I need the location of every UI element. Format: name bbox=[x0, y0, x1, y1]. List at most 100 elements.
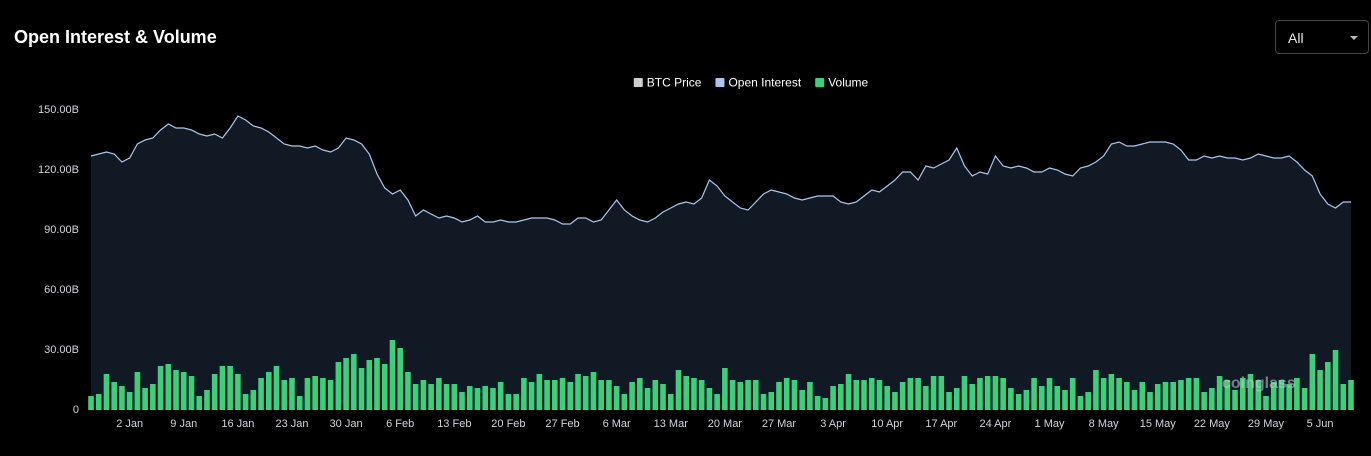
bar bbox=[892, 392, 898, 410]
watermark: coinglass bbox=[1222, 375, 1296, 392]
bar bbox=[1224, 380, 1231, 410]
x-tick-label: 2 Jan bbox=[116, 418, 143, 430]
bar bbox=[126, 392, 133, 410]
y-tick-label: 150.00B bbox=[38, 104, 79, 116]
bar bbox=[559, 378, 566, 410]
bar bbox=[1124, 382, 1130, 410]
bar bbox=[521, 378, 527, 410]
bar bbox=[861, 380, 867, 410]
bar bbox=[281, 380, 288, 410]
bar bbox=[753, 380, 759, 410]
bar bbox=[1301, 388, 1308, 410]
bar bbox=[768, 392, 775, 410]
bar bbox=[513, 394, 519, 410]
legend-label: Volume bbox=[828, 76, 868, 90]
bar bbox=[1031, 378, 1037, 410]
bar bbox=[165, 364, 172, 410]
bar bbox=[188, 376, 195, 410]
x-tick-label: 24 Apr bbox=[980, 418, 1012, 430]
chart-title: Open Interest & Volume bbox=[14, 27, 217, 47]
bar bbox=[412, 384, 419, 410]
bar bbox=[219, 366, 226, 410]
line bbox=[90, 115, 1351, 225]
bar bbox=[211, 374, 218, 410]
bar bbox=[598, 380, 604, 410]
bar bbox=[613, 386, 620, 410]
x-tick-label: 5 Jun bbox=[1307, 418, 1334, 430]
bar bbox=[296, 396, 303, 410]
bar bbox=[250, 390, 257, 410]
range-select[interactable]: All bbox=[1275, 20, 1369, 54]
bar bbox=[1015, 394, 1022, 410]
legend-swatch bbox=[715, 78, 725, 87]
bar bbox=[528, 382, 535, 410]
bar bbox=[992, 376, 999, 410]
bar bbox=[660, 384, 666, 410]
x-tick-label: 27 Mar bbox=[762, 418, 797, 430]
bar bbox=[88, 396, 94, 410]
x-tick-label: 10 Apr bbox=[871, 418, 903, 430]
y-tick-label: 60.00B bbox=[44, 284, 79, 296]
bar bbox=[567, 382, 574, 410]
bar bbox=[397, 348, 403, 410]
bar bbox=[1131, 390, 1138, 410]
bar bbox=[868, 378, 875, 410]
bar bbox=[103, 374, 110, 410]
legend-label: BTC Price bbox=[647, 76, 702, 90]
bar bbox=[691, 378, 697, 410]
x-tick-label: 16 Jan bbox=[221, 418, 254, 430]
bar bbox=[923, 386, 929, 410]
bar bbox=[327, 380, 334, 410]
bar bbox=[1255, 380, 1262, 410]
bar bbox=[389, 340, 396, 410]
bar bbox=[1286, 384, 1292, 410]
bar bbox=[644, 388, 651, 410]
bar bbox=[938, 376, 945, 410]
bar bbox=[791, 380, 798, 410]
bar bbox=[227, 366, 233, 410]
bar bbox=[358, 368, 365, 410]
bar bbox=[1046, 378, 1053, 410]
bar bbox=[351, 354, 357, 410]
bar bbox=[134, 372, 141, 410]
bar bbox=[1278, 380, 1285, 410]
bar bbox=[1008, 388, 1014, 410]
bar bbox=[845, 374, 852, 410]
bar bbox=[95, 394, 102, 410]
bar bbox=[466, 386, 473, 410]
bar bbox=[1093, 370, 1099, 410]
bar bbox=[783, 378, 790, 410]
bar bbox=[776, 382, 782, 410]
bar bbox=[984, 376, 991, 410]
bar bbox=[1263, 396, 1269, 410]
bar bbox=[536, 374, 543, 410]
x-tick-label: 3 Apr bbox=[820, 418, 846, 430]
x-tick-label: 1 May bbox=[1035, 418, 1065, 430]
bar bbox=[1170, 382, 1176, 410]
legend-swatch bbox=[633, 78, 643, 87]
bar bbox=[1340, 384, 1347, 410]
bar bbox=[343, 358, 349, 410]
bar bbox=[1085, 392, 1091, 410]
bar bbox=[173, 370, 179, 410]
bar bbox=[930, 376, 937, 410]
bar bbox=[1039, 386, 1045, 410]
bar bbox=[822, 398, 829, 410]
bar bbox=[428, 384, 434, 410]
bar bbox=[1309, 354, 1316, 410]
x-tick-label: 13 Feb bbox=[437, 418, 471, 430]
bar bbox=[876, 380, 883, 410]
bar bbox=[729, 380, 736, 410]
bar bbox=[884, 386, 890, 410]
x-tick-label: 15 May bbox=[1140, 418, 1177, 430]
bar bbox=[1185, 378, 1192, 410]
x-tick-label: 6 Mar bbox=[603, 418, 631, 430]
bar bbox=[621, 394, 628, 410]
bar bbox=[1100, 378, 1107, 410]
y-tick-label: 120.00B bbox=[38, 164, 79, 176]
bar bbox=[544, 380, 550, 410]
bar bbox=[799, 390, 805, 410]
y-tick-label: 30.00B bbox=[44, 344, 79, 356]
